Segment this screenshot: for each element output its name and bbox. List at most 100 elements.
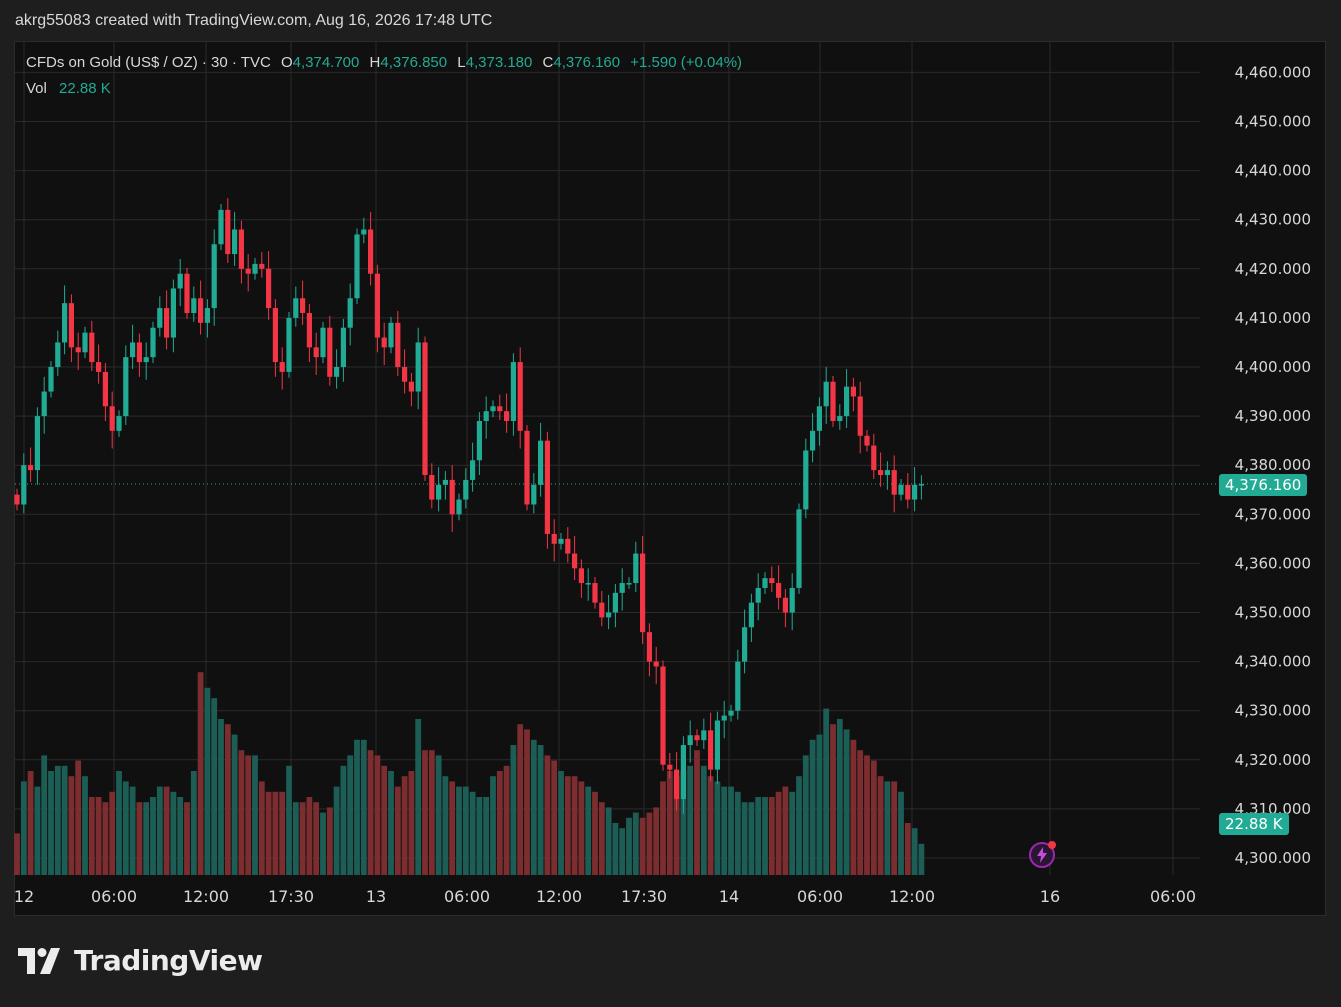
candle-body bbox=[279, 362, 285, 372]
volume-bar bbox=[292, 802, 299, 875]
open-value: 4,374.700 bbox=[292, 54, 360, 71]
volume-bar bbox=[891, 781, 898, 875]
volume-bar bbox=[354, 739, 360, 875]
volume-bar bbox=[918, 843, 925, 875]
high-label: H bbox=[369, 54, 381, 71]
time-tick-label: 12 bbox=[14, 887, 34, 906]
volume-bar bbox=[381, 765, 388, 875]
candle-body bbox=[368, 229, 374, 274]
candle-body bbox=[143, 357, 149, 363]
volume-bar bbox=[27, 771, 34, 875]
volume-bar bbox=[129, 786, 136, 875]
volume-bar bbox=[313, 802, 320, 875]
volume-bar bbox=[20, 781, 27, 875]
volume-bar bbox=[394, 786, 401, 875]
candle-body bbox=[232, 229, 238, 255]
candle-body bbox=[442, 479, 448, 485]
candle-body bbox=[531, 484, 537, 505]
brand-logo[interactable]: TradingView bbox=[18, 944, 263, 977]
candle-body bbox=[34, 416, 40, 471]
price-tick-label: 4,380.000 bbox=[1235, 456, 1311, 474]
volume-bar bbox=[673, 776, 680, 875]
volume-bar bbox=[687, 765, 694, 875]
volume-bar bbox=[422, 750, 428, 875]
volume-bar bbox=[326, 807, 333, 875]
volume-bar bbox=[796, 776, 802, 875]
time-tick-label: 16 bbox=[1040, 887, 1060, 906]
candle-body bbox=[245, 268, 251, 274]
volume-bar bbox=[109, 791, 116, 875]
close-value: 4,376.160 bbox=[553, 54, 621, 71]
candle-body bbox=[558, 538, 564, 544]
candle-body bbox=[395, 322, 401, 367]
low-value: 4,373.180 bbox=[465, 54, 533, 71]
volume-bar bbox=[564, 776, 571, 875]
candle-body bbox=[762, 578, 768, 588]
candle-body bbox=[667, 764, 673, 770]
volume-bar bbox=[408, 771, 415, 875]
candle-body bbox=[191, 298, 197, 313]
volume-bar bbox=[653, 807, 660, 875]
volume-bar bbox=[632, 812, 639, 875]
candle-body bbox=[578, 568, 584, 584]
volume-bar bbox=[299, 802, 306, 875]
candle-body bbox=[476, 421, 482, 461]
volume-bar bbox=[122, 781, 129, 875]
candle-body bbox=[884, 470, 890, 476]
candle-body bbox=[320, 327, 326, 358]
volume-bar bbox=[768, 797, 775, 875]
candle-body bbox=[436, 484, 442, 500]
volume-bar bbox=[517, 724, 524, 875]
candle-body bbox=[490, 406, 496, 412]
candle-body bbox=[918, 484, 924, 486]
volume-bar bbox=[782, 786, 789, 875]
volume-bar bbox=[741, 802, 748, 875]
candle-body bbox=[680, 745, 686, 800]
volume-bar bbox=[449, 781, 456, 875]
volume-label: Vol bbox=[26, 80, 47, 97]
candle-body bbox=[714, 720, 720, 770]
candle-body bbox=[340, 327, 346, 367]
candle-body bbox=[769, 578, 775, 584]
volume-bar bbox=[585, 786, 592, 875]
volume-bar bbox=[496, 771, 503, 875]
candle-body bbox=[293, 298, 299, 318]
candle-body bbox=[694, 735, 700, 741]
volume-bar bbox=[639, 817, 646, 875]
volume-bar bbox=[258, 781, 265, 875]
candle-body bbox=[361, 229, 367, 235]
volume-bar bbox=[721, 786, 728, 875]
volume-bar bbox=[483, 797, 490, 875]
volume-bar bbox=[510, 745, 517, 875]
price-tick-label: 4,370.000 bbox=[1235, 505, 1311, 523]
volume-bar bbox=[435, 755, 442, 875]
volume-bar bbox=[884, 781, 891, 875]
volume-bar bbox=[571, 776, 578, 875]
candle-body bbox=[415, 342, 421, 392]
volume-bar bbox=[272, 791, 279, 875]
price-tick-label: 4,360.000 bbox=[1235, 554, 1311, 572]
attribution-header: akrg55083 created with TradingView.com, … bbox=[15, 12, 493, 29]
change-value: +1.590 (+0.04%) bbox=[630, 54, 743, 71]
candle-body bbox=[150, 327, 156, 358]
candle-body bbox=[28, 465, 34, 471]
candle-body bbox=[776, 583, 782, 598]
volume-bar bbox=[320, 812, 326, 875]
volume-bar bbox=[456, 786, 462, 875]
volume-bars bbox=[14, 672, 925, 875]
volume-bar bbox=[156, 786, 163, 875]
volume-bar bbox=[252, 755, 258, 875]
volume-bar bbox=[286, 765, 292, 875]
candle-body bbox=[871, 445, 877, 471]
volume-bar bbox=[830, 724, 836, 875]
volume-bar bbox=[374, 755, 381, 875]
volume-bar bbox=[163, 786, 170, 875]
volume-bar bbox=[530, 739, 537, 875]
candle-body bbox=[857, 396, 863, 436]
price-candles bbox=[14, 198, 924, 814]
price-tick-label: 4,300.000 bbox=[1235, 849, 1311, 867]
lightning-icon[interactable] bbox=[1028, 840, 1056, 868]
volume-bar bbox=[136, 802, 143, 875]
price-axis: 4,300.0004,310.0004,320.0004,330.0004,34… bbox=[1235, 63, 1311, 867]
